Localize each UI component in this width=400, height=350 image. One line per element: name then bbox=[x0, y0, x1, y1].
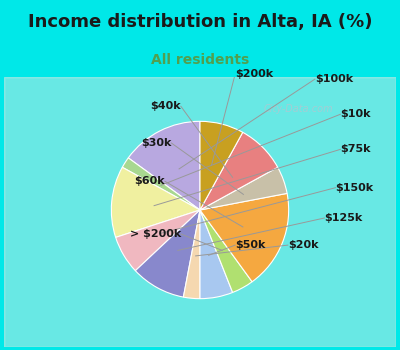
Text: $75k: $75k bbox=[340, 144, 371, 154]
Wedge shape bbox=[111, 167, 200, 237]
Wedge shape bbox=[128, 121, 200, 210]
Wedge shape bbox=[200, 210, 233, 299]
Text: $10k: $10k bbox=[340, 109, 371, 119]
Text: $40k: $40k bbox=[150, 101, 181, 111]
Text: Income distribution in Alta, IA (%): Income distribution in Alta, IA (%) bbox=[28, 13, 372, 30]
Text: $20k: $20k bbox=[288, 240, 318, 250]
Text: $200k: $200k bbox=[235, 69, 273, 79]
Text: $60k: $60k bbox=[134, 176, 165, 186]
Wedge shape bbox=[200, 121, 243, 210]
Wedge shape bbox=[183, 210, 200, 299]
Text: City-Data.com: City-Data.com bbox=[263, 104, 333, 114]
Text: All residents: All residents bbox=[151, 53, 249, 67]
Text: $50k: $50k bbox=[235, 240, 266, 250]
Wedge shape bbox=[200, 167, 287, 210]
Text: $30k: $30k bbox=[141, 138, 171, 148]
Text: $125k: $125k bbox=[324, 213, 363, 223]
Text: $150k: $150k bbox=[336, 183, 374, 193]
Wedge shape bbox=[116, 210, 200, 271]
Wedge shape bbox=[200, 210, 252, 293]
Text: $100k: $100k bbox=[315, 74, 353, 84]
Wedge shape bbox=[135, 210, 200, 297]
Wedge shape bbox=[200, 132, 278, 210]
Text: > $200k: > $200k bbox=[130, 229, 181, 239]
Wedge shape bbox=[122, 158, 200, 210]
Wedge shape bbox=[200, 194, 289, 282]
